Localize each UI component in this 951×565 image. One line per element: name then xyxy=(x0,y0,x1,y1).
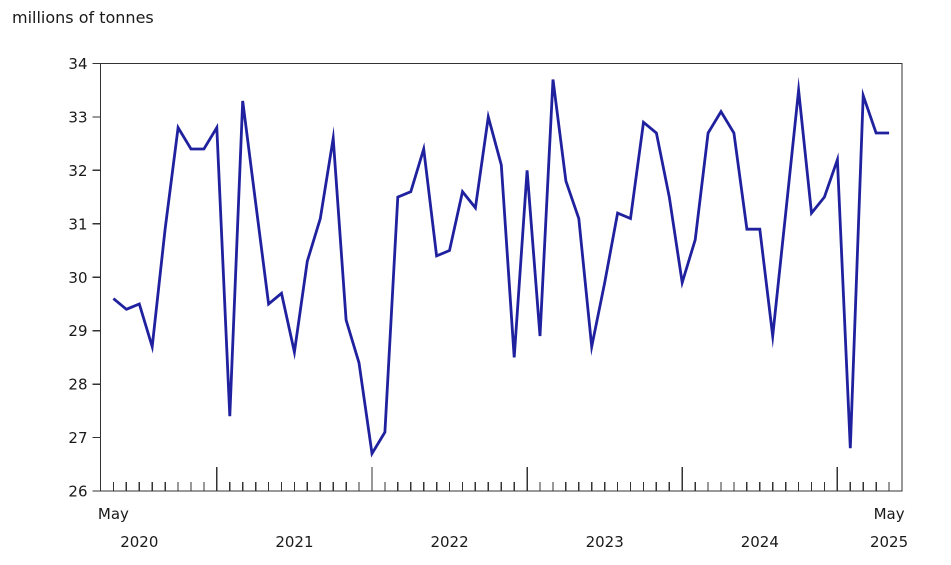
y-axis-tick-label: 33 xyxy=(68,108,87,126)
x-axis-year-label: 2020 xyxy=(120,533,158,551)
y-axis-tick-label: 29 xyxy=(68,322,87,340)
x-axis-last-month-label: May xyxy=(874,505,905,523)
y-axis-tick-label: 30 xyxy=(68,269,87,287)
x-axis-year-label: 2022 xyxy=(430,533,468,551)
y-axis-tick-label: 32 xyxy=(68,162,87,180)
plot-frame xyxy=(99,62,903,492)
x-axis-year-label: 2021 xyxy=(275,533,313,551)
x-axis-year-label: 2024 xyxy=(741,533,779,551)
y-axis-tick-label: 31 xyxy=(68,215,87,233)
x-axis-year-label: 2023 xyxy=(586,533,624,551)
chart-unit-title: millions of tonnes xyxy=(12,8,154,27)
y-axis-tick-label: 34 xyxy=(68,55,87,73)
y-axis-tick-label: 27 xyxy=(68,429,87,447)
y-axis-tick-label: 28 xyxy=(68,376,87,394)
y-axis-tick-label: 26 xyxy=(68,483,87,501)
x-axis-year-label: 2025 xyxy=(870,533,908,551)
data-line-series xyxy=(112,76,890,458)
x-axis-first-month-label: May xyxy=(98,505,129,523)
